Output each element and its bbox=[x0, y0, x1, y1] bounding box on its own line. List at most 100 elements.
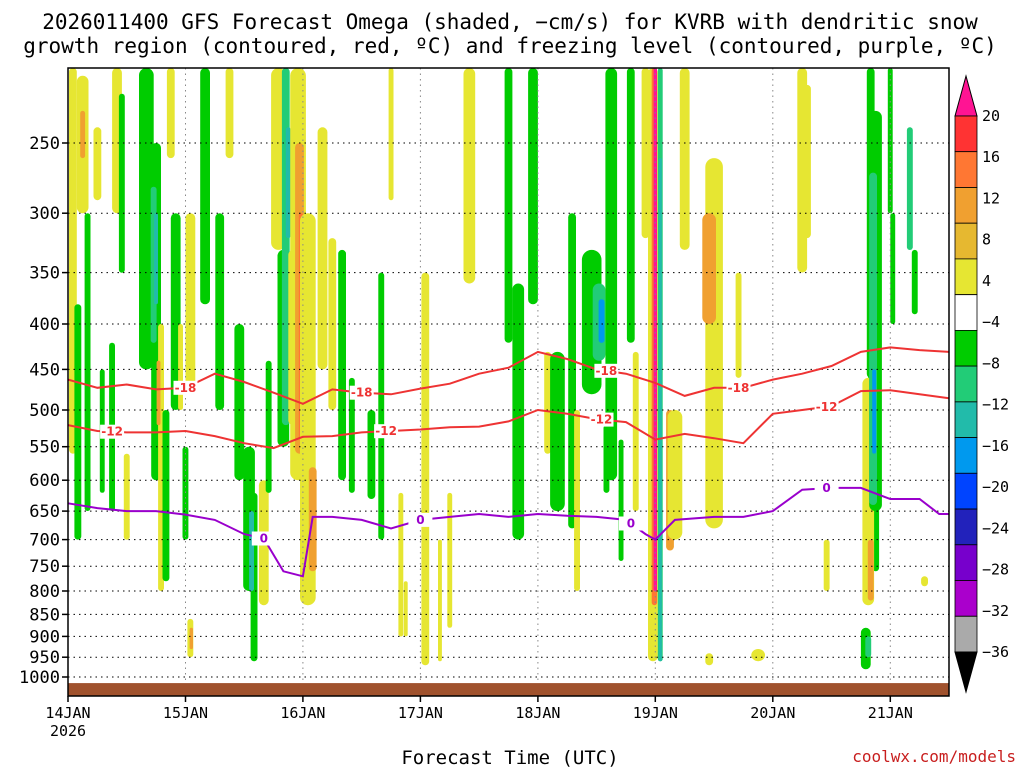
omega-cell bbox=[378, 272, 385, 540]
omega-cell bbox=[74, 304, 82, 540]
omega-cell bbox=[317, 127, 328, 370]
colorbar-swatch bbox=[954, 544, 978, 581]
y-tick-label: 650 bbox=[29, 502, 60, 522]
omega-cell bbox=[803, 84, 811, 239]
omega-cell bbox=[667, 410, 683, 540]
contour-label: -12 bbox=[816, 400, 838, 414]
omega-cell bbox=[398, 492, 404, 637]
omega-cell bbox=[911, 249, 918, 315]
colorbar-swatch bbox=[954, 115, 978, 153]
colorbar-label: −32 bbox=[982, 602, 1009, 620]
x-tick-sublabel: 2026 bbox=[50, 722, 86, 740]
omega-cell bbox=[338, 249, 346, 481]
contour-label: -12 bbox=[101, 425, 123, 439]
y-tick-label: 850 bbox=[29, 605, 60, 625]
omega-cell bbox=[641, 68, 650, 239]
omega-cell bbox=[872, 369, 877, 454]
colorbar-label: 20 bbox=[982, 107, 1000, 125]
colorbar-top-arrow bbox=[954, 74, 978, 117]
omega-cell bbox=[403, 581, 408, 637]
omega-cell bbox=[156, 360, 161, 426]
omega-cell bbox=[182, 446, 189, 540]
colorbar-swatch bbox=[954, 580, 978, 617]
y-tick-label: 700 bbox=[29, 531, 60, 551]
contour-label: -18 bbox=[728, 381, 750, 395]
contour-label: 0 bbox=[822, 481, 830, 495]
contour-label: -12 bbox=[591, 413, 613, 427]
omega-cell bbox=[906, 127, 913, 250]
omega-cell bbox=[568, 213, 576, 529]
omega-cell bbox=[653, 68, 657, 591]
omega-cell bbox=[865, 636, 872, 658]
colorbar-swatch bbox=[954, 401, 978, 438]
omega-cell bbox=[234, 324, 245, 481]
omega-cell bbox=[867, 539, 874, 601]
contour-label-bg bbox=[100, 424, 125, 439]
contour-label: -12 bbox=[375, 424, 397, 438]
ground-layer bbox=[68, 683, 949, 696]
omega-cell bbox=[735, 272, 742, 378]
omega-cell bbox=[225, 68, 234, 159]
y-tick-label: 950 bbox=[29, 648, 60, 668]
omega-cell bbox=[93, 127, 102, 201]
y-tick-label: 600 bbox=[29, 471, 60, 491]
x-axis-label: Forecast Time (UTC) bbox=[401, 747, 618, 768]
omega-cell bbox=[705, 653, 714, 666]
y-tick-label: 250 bbox=[29, 134, 60, 154]
omega-cell bbox=[626, 68, 635, 343]
omega-cell bbox=[123, 453, 130, 540]
colorbar-label: 8 bbox=[982, 231, 991, 249]
omega-cell bbox=[265, 360, 272, 493]
contour-label-bg bbox=[814, 481, 839, 496]
omega-cell bbox=[751, 649, 765, 662]
omega-cell bbox=[162, 410, 170, 582]
colorbar-swatch bbox=[954, 222, 978, 260]
contour-label-bg bbox=[726, 380, 751, 395]
colorbar-swatch bbox=[954, 508, 978, 546]
omega-cell bbox=[285, 127, 291, 239]
colorbar-label: −24 bbox=[982, 519, 1009, 537]
omega-cell bbox=[80, 110, 86, 159]
y-tick-label: 800 bbox=[29, 582, 60, 602]
omega-cell bbox=[823, 539, 830, 591]
colorbar-label: −8 bbox=[982, 354, 1000, 372]
x-tick-label: 21JAN bbox=[868, 704, 913, 722]
omega-cell bbox=[574, 410, 580, 591]
colorbar: 20 16 12 8 4 −4 −8 −12 −16 −20 −24 −28 −32 −36 bbox=[954, 74, 1009, 694]
credit-text: coolwx.com/models bbox=[852, 747, 1016, 766]
plot-area: -18 -18 -18 -18 -12 -12 -12 -12 0 0 0 0 bbox=[67, 67, 950, 697]
colorbar-swatch bbox=[954, 258, 978, 295]
y-tick-label: 400 bbox=[29, 315, 60, 335]
ground-surface bbox=[68, 683, 949, 696]
contour-label-bg bbox=[618, 516, 643, 531]
y-tick-label: 450 bbox=[29, 360, 60, 380]
colorbar-label: 16 bbox=[982, 148, 1000, 166]
omega-cell bbox=[632, 351, 639, 512]
omega-cell bbox=[447, 492, 453, 628]
colorbar-label: −36 bbox=[982, 643, 1009, 661]
contour-line--18 bbox=[67, 346, 950, 405]
x-tick-label: 14JAN bbox=[45, 704, 90, 722]
contour-label-bg bbox=[374, 424, 399, 439]
colorbar-swatch bbox=[954, 187, 978, 224]
contour-label-bg bbox=[814, 399, 839, 414]
omega-cell bbox=[215, 213, 225, 410]
omega-cell bbox=[139, 68, 154, 370]
omega-cell bbox=[598, 299, 605, 343]
omega-cell bbox=[921, 576, 928, 587]
colorbar-swatch bbox=[954, 329, 978, 367]
y-axis: 2503003504004505005506006507007508008509… bbox=[19, 134, 68, 688]
omega-cell bbox=[166, 68, 175, 159]
contour-label-bg bbox=[251, 531, 276, 546]
omega-cell bbox=[118, 93, 125, 273]
contour-label-bg bbox=[589, 412, 614, 427]
y-tick-label: 1000 bbox=[19, 668, 60, 688]
omega-cell bbox=[388, 68, 394, 201]
omega-cell bbox=[890, 213, 896, 324]
omega-cell bbox=[249, 511, 254, 592]
x-tick-label: 19JAN bbox=[633, 704, 678, 722]
y-tick-label: 350 bbox=[29, 264, 60, 284]
colorbar-swatch bbox=[954, 294, 978, 331]
contour-label: 0 bbox=[260, 532, 268, 546]
